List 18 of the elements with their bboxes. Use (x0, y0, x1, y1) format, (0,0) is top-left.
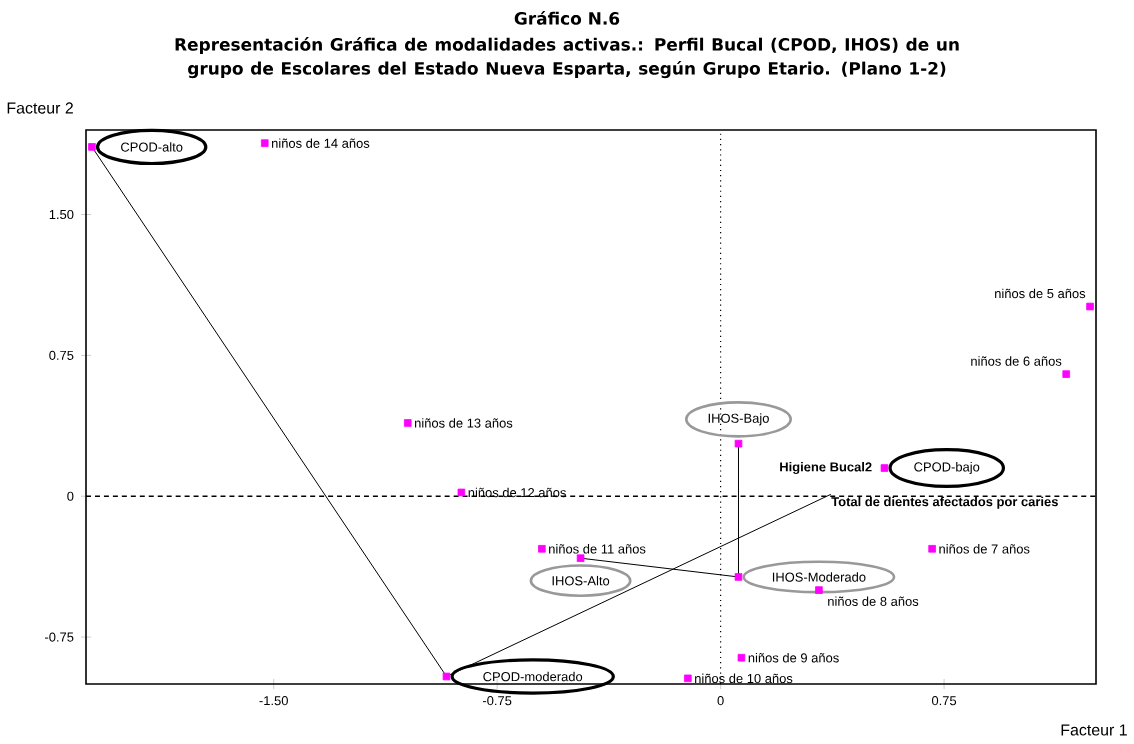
point (1086, 302, 1094, 311)
point (260, 139, 269, 147)
point (734, 573, 743, 581)
chart-subtitle: Representación Gráfica de modalidades activas.: Perfil Bucal (CPOD, IHOS) de un grupo de Escolares del Estado Nueva Esparta, según Grupo Etario. (Plano 1-2) (175, 37, 959, 79)
point (815, 586, 823, 594)
point (1062, 370, 1070, 378)
point (880, 464, 889, 472)
point (442, 672, 451, 681)
point (457, 488, 466, 497)
point (576, 554, 585, 562)
point (734, 439, 743, 448)
point (538, 545, 546, 553)
point (737, 653, 746, 662)
point (928, 545, 936, 553)
point (88, 143, 96, 151)
chart-title: Gráfico N.6 (514, 11, 620, 25)
point (684, 674, 692, 683)
point (403, 419, 412, 427)
